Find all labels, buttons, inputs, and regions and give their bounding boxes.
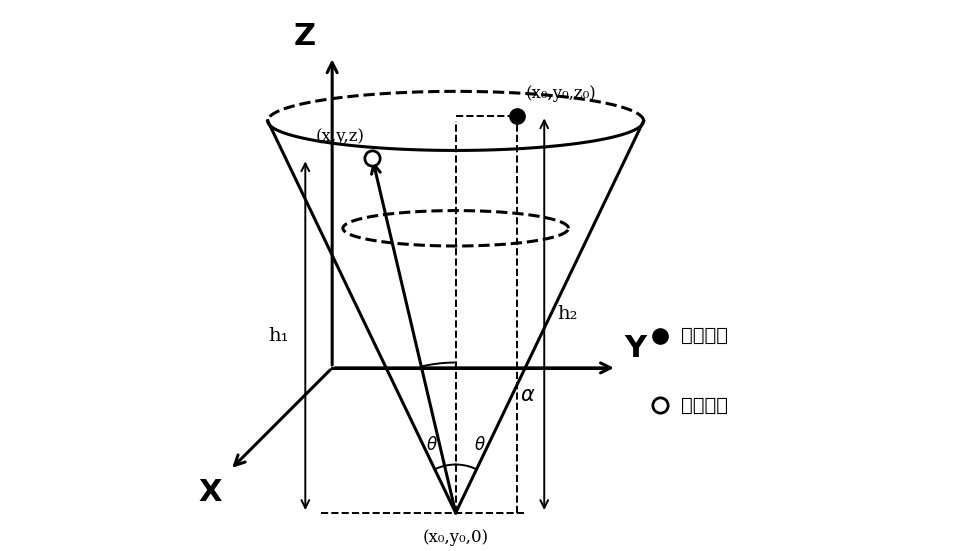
Text: Z: Z	[294, 22, 317, 51]
Text: α: α	[520, 385, 534, 405]
Text: 静态位置: 静态位置	[681, 326, 729, 345]
Text: X: X	[199, 478, 222, 507]
Text: θ: θ	[475, 436, 484, 454]
Text: (x₀,y₀,z₀): (x₀,y₀,z₀)	[526, 85, 596, 102]
Text: h₁: h₁	[268, 327, 290, 345]
Text: Y: Y	[624, 333, 647, 363]
Text: (x₀,y₀,0): (x₀,y₀,0)	[423, 529, 488, 546]
Text: 当前位置: 当前位置	[681, 396, 729, 415]
Text: θ: θ	[427, 436, 436, 454]
Text: (x,y,z): (x,y,z)	[316, 128, 365, 145]
Text: h₂: h₂	[558, 305, 578, 323]
